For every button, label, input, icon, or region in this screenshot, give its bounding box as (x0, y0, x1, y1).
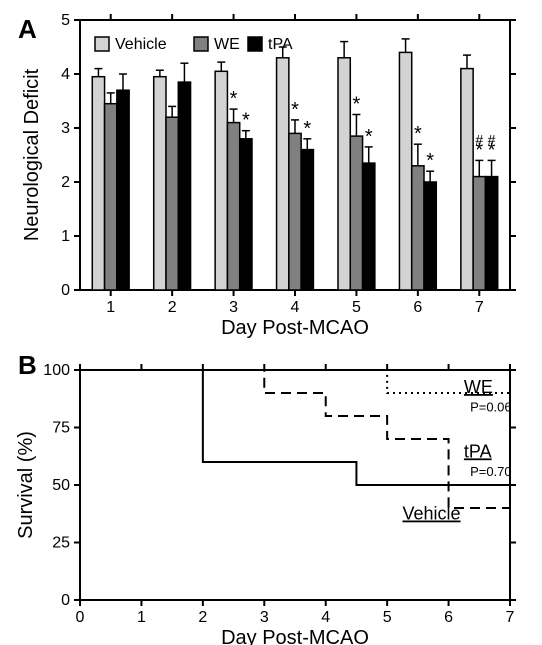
legend-label: Vehicle (115, 36, 167, 53)
x-axis-label-a: Day Post-MCAO (221, 317, 369, 339)
sig-star: * (291, 99, 299, 121)
legend-label: tPA (268, 36, 293, 53)
x-tick-label: 3 (260, 609, 269, 626)
bar (350, 136, 362, 290)
y-tick-label: 0 (61, 282, 70, 299)
series-label: tPA (464, 441, 492, 461)
y-tick-label: 50 (52, 477, 70, 494)
bar (363, 163, 375, 290)
bar (166, 117, 178, 290)
legend-swatch (248, 37, 262, 51)
series-label: Vehicle (403, 504, 461, 524)
y-axis-label-b: Survival (%) (15, 431, 37, 539)
bar (227, 123, 239, 290)
bar (301, 150, 313, 290)
y-tick-label: 0 (61, 592, 70, 609)
y-tick-label: 5 (61, 12, 70, 29)
x-tick-label: 0 (76, 609, 85, 626)
y-axis-label-a: Neurological Deficit (21, 68, 43, 241)
bar (215, 71, 227, 290)
bar (289, 133, 301, 290)
bar (473, 177, 485, 290)
survival-line (80, 370, 510, 485)
sig-star: * (242, 110, 250, 132)
y-tick-label: 75 (52, 420, 70, 437)
panel-a-label: A (18, 14, 37, 44)
x-tick-label: 7 (475, 299, 484, 316)
survival-line (80, 370, 510, 393)
y-tick-label: 4 (61, 66, 70, 83)
bar (461, 69, 473, 290)
bar (117, 90, 129, 290)
sig-hash: # (488, 131, 496, 147)
bar (178, 82, 190, 290)
p-value-label: P=0.06 (470, 399, 512, 414)
x-tick-label: 5 (383, 609, 392, 626)
bar (424, 182, 436, 290)
bar (485, 177, 497, 290)
bar (277, 58, 289, 290)
bar (240, 139, 252, 290)
sig-star: * (414, 123, 422, 145)
sig-hash: # (475, 131, 483, 147)
x-tick-label: 1 (137, 609, 146, 626)
figure-svg: A012345Neurological Deficit123**4**5**6*… (0, 0, 542, 645)
x-tick-label: 4 (291, 299, 300, 316)
x-tick-label: 7 (506, 609, 515, 626)
p-value-label: P=0.70 (470, 464, 512, 479)
bar (412, 166, 424, 290)
x-tick-label: 1 (106, 299, 115, 316)
legend-swatch (95, 37, 109, 51)
legend-swatch (194, 37, 208, 51)
y-tick-label: 100 (43, 362, 70, 379)
x-axis-label-b: Day Post-MCAO (221, 627, 369, 645)
y-tick-label: 2 (61, 174, 70, 191)
series-label: WE (464, 377, 493, 397)
sig-star: * (303, 118, 311, 140)
panel-b-label: B (18, 350, 37, 380)
x-tick-label: 5 (352, 299, 361, 316)
sig-star: * (353, 94, 361, 116)
x-tick-label: 4 (321, 609, 330, 626)
legend-label: WE (214, 36, 240, 53)
bar (92, 77, 104, 290)
x-tick-label: 2 (198, 609, 207, 626)
bar (399, 52, 411, 290)
x-tick-label: 3 (229, 299, 238, 316)
bar (105, 104, 117, 290)
sig-star: * (230, 88, 238, 110)
bar (338, 58, 350, 290)
sig-star: * (365, 126, 373, 148)
y-tick-label: 1 (61, 228, 70, 245)
sig-star: * (426, 150, 434, 172)
survival-line (80, 370, 510, 508)
y-tick-label: 25 (52, 535, 70, 552)
y-tick-label: 3 (61, 120, 70, 137)
x-tick-label: 2 (168, 299, 177, 316)
bar (154, 77, 166, 290)
x-tick-label: 6 (413, 299, 422, 316)
x-tick-label: 6 (444, 609, 453, 626)
